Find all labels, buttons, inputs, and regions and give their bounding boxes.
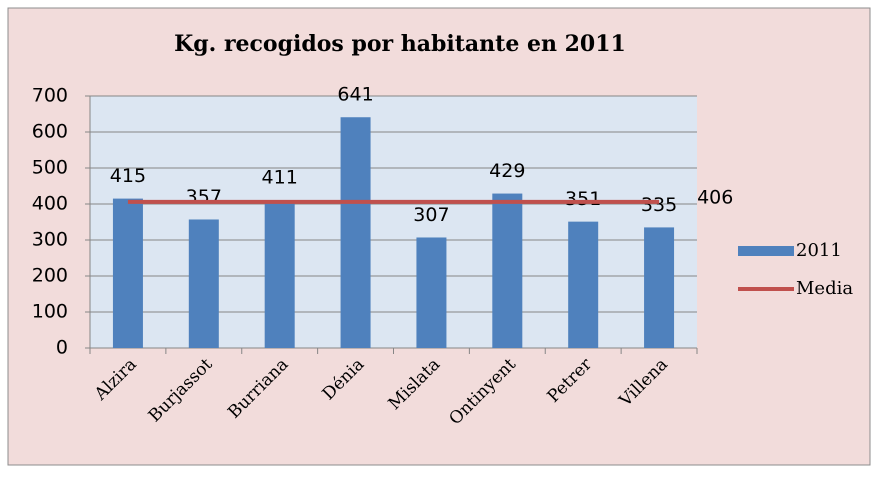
y-tick-label: 700 <box>32 85 68 107</box>
chart-title: Kg. recogidos por habitante en 2011 <box>174 31 626 57</box>
bar <box>492 193 523 348</box>
bar <box>568 221 599 348</box>
bar <box>264 200 295 348</box>
y-tick-label: 400 <box>32 193 68 215</box>
bar <box>188 219 219 348</box>
data-label: 351 <box>565 188 601 210</box>
y-tick-label: 100 <box>32 301 68 323</box>
data-label: 641 <box>337 84 373 106</box>
bar <box>644 227 675 348</box>
data-label: 335 <box>641 194 677 216</box>
plot-area <box>90 96 697 348</box>
data-label: 411 <box>262 167 298 189</box>
data-label: 429 <box>489 160 525 182</box>
bar <box>416 237 447 348</box>
data-label: 415 <box>110 165 146 187</box>
y-tick-label: 500 <box>32 157 68 179</box>
legend-label: Media <box>796 278 853 299</box>
data-label: 357 <box>186 186 222 208</box>
y-tick-label: 200 <box>32 265 68 287</box>
y-tick-label: 300 <box>32 229 68 251</box>
bar <box>340 117 371 349</box>
data-label: 307 <box>413 204 449 226</box>
data-label: 406 <box>697 186 733 208</box>
legend-label: 2011 <box>796 240 842 261</box>
y-tick-label: 600 <box>32 121 68 143</box>
y-tick-label: 0 <box>56 337 68 359</box>
bar <box>112 198 143 348</box>
legend-swatch <box>738 246 794 256</box>
